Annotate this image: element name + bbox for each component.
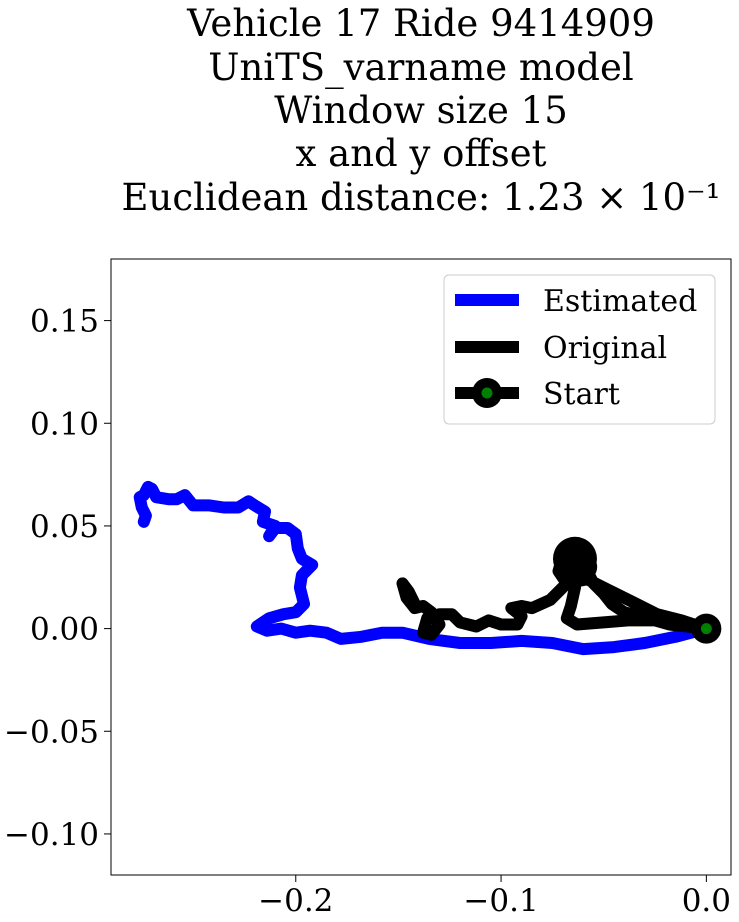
x-tick-label-0: −0.2 xyxy=(258,883,333,919)
y-tick-label-2: 0.00 xyxy=(30,612,99,648)
y-tick-label-0: −0.10 xyxy=(4,817,99,853)
x-tick-label-2: 0.0 xyxy=(682,883,731,919)
title-line-2: UniTS_varname model xyxy=(208,46,633,90)
legend: Estimated Original Start xyxy=(443,274,716,425)
y-tick-label-1: −0.05 xyxy=(4,714,99,750)
legend-label-start: Start xyxy=(543,377,620,412)
original-cluster-point-3 xyxy=(569,553,598,581)
series-layer xyxy=(133,480,722,656)
legend-label-estimated: Estimated xyxy=(543,284,697,319)
title-line-3: Window size 15 xyxy=(274,89,568,132)
plot-frame xyxy=(110,258,732,876)
start-marker-inner xyxy=(700,623,712,635)
title-line-5: Euclidean distance: 1.23 × 10⁻¹ xyxy=(122,176,721,219)
axes: −0.2 −0.1 0.0 −0.10 −0.05 0.00 0.05 0.10 0.15 xyxy=(4,258,732,919)
legend-box xyxy=(443,274,716,425)
y-tick-label-5: 0.15 xyxy=(30,304,99,340)
legend-start-marker-inner xyxy=(481,387,493,399)
title-line-1: Vehicle 17 Ride 9414909 xyxy=(186,2,655,45)
legend-label-original: Original xyxy=(543,331,667,366)
x-tick-label-1: −0.1 xyxy=(463,883,538,919)
y-tick-label-4: 0.10 xyxy=(30,406,99,442)
y-tick-label-3: 0.05 xyxy=(30,509,99,545)
title-line-4: x and y offset xyxy=(296,132,547,175)
series-line-estimated xyxy=(133,480,713,656)
